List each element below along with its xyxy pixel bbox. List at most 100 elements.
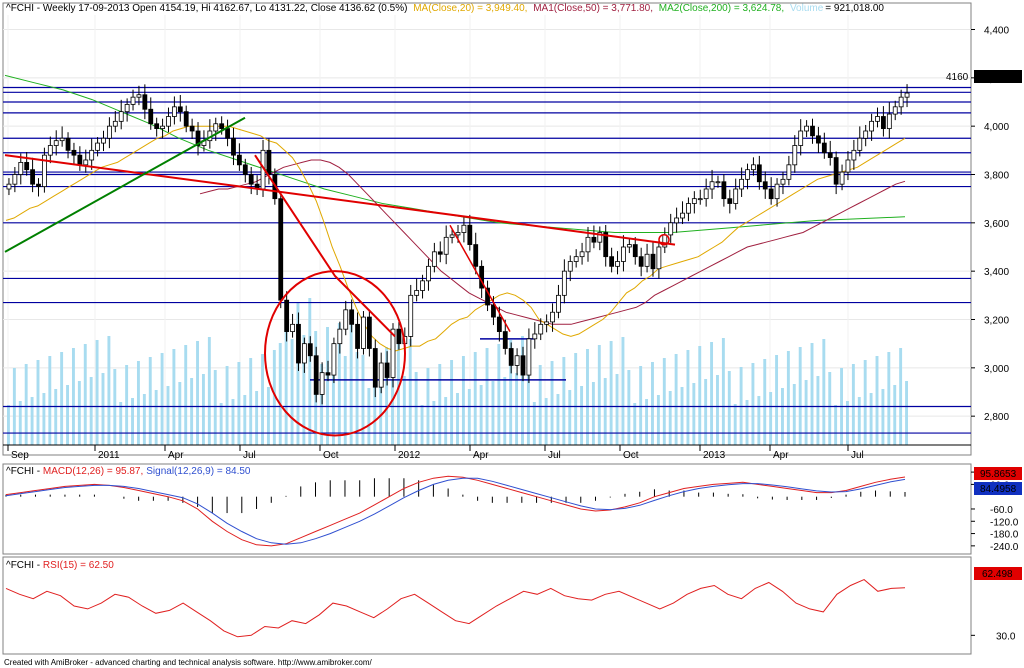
candle-body [845, 159, 851, 173]
volume-bar [343, 356, 347, 445]
candle-body [136, 94, 142, 98]
volume-bar [42, 393, 46, 445]
price-tick-label: 3,400 [984, 267, 1009, 278]
volume-bar [331, 360, 335, 445]
candle-body [231, 137, 236, 156]
candle-body [733, 188, 739, 204]
candle-body [721, 181, 727, 200]
candle-body [290, 323, 295, 332]
volume-bar [361, 355, 365, 445]
volume-bar [544, 398, 548, 445]
volume-bar [597, 345, 601, 445]
time-tick-label: Apr [168, 450, 184, 461]
candle-body [59, 137, 65, 142]
candle-body [875, 116, 880, 122]
candle-body [792, 145, 798, 166]
candle-body [24, 162, 30, 171]
candle-body [65, 137, 71, 151]
volume-bar [556, 394, 560, 445]
candle-body [148, 108, 154, 125]
macd-tick-label: -60.0 [990, 505, 1013, 516]
candle-body [278, 198, 284, 301]
candle-body [396, 328, 402, 345]
support-resistance-lines[interactable] [3, 86, 971, 434]
volume-bar [591, 382, 595, 445]
rsi-line [5, 579, 906, 638]
volume-bar [568, 390, 572, 445]
candle-body [863, 130, 869, 139]
candle-body [851, 149, 857, 161]
candle-body [869, 120, 874, 132]
volume-bar [491, 381, 495, 445]
candle-body [709, 181, 715, 190]
time-tick-label: 2012 [398, 450, 421, 461]
candle-body [366, 316, 372, 349]
candle-body [697, 198, 703, 201]
candle-body [183, 111, 189, 127]
volume-bar [142, 394, 146, 445]
volume-bar [479, 385, 483, 445]
candle-body [47, 145, 53, 156]
signal-value: 84.4958 [980, 484, 1017, 495]
candle-body [573, 256, 579, 262]
volume-bar [467, 389, 471, 445]
candle-body [355, 323, 360, 349]
volume-bar [863, 360, 867, 445]
candle-body [621, 246, 626, 262]
volume-bar [804, 380, 808, 445]
candle-body [774, 183, 780, 200]
candle-body [632, 244, 638, 258]
volume-bar [621, 337, 625, 445]
time-tick-label: Jul [243, 450, 256, 461]
volume-bar [745, 400, 749, 445]
candle-body [384, 362, 390, 378]
candle-body [467, 224, 473, 245]
volume-bar [899, 348, 903, 445]
candle-body [112, 120, 118, 127]
candle-body [420, 280, 425, 291]
candle-body [591, 236, 597, 243]
volume-bar [538, 365, 542, 445]
candle-body [567, 261, 573, 272]
time-tick-label: Oct [623, 450, 639, 461]
volume-bar [290, 339, 294, 445]
volume-bar [710, 342, 714, 445]
volume-bar [751, 363, 755, 445]
candle-body [886, 113, 892, 129]
volume-bar [402, 376, 406, 445]
level-label-4160: 4160 [946, 72, 969, 83]
volume-bar [851, 364, 855, 445]
volume-bar [172, 349, 176, 445]
candle-body [461, 224, 467, 233]
volume-bar [792, 384, 796, 445]
volume-bar [562, 357, 566, 445]
signal-line [5, 477, 906, 545]
candle-body [597, 232, 603, 243]
volume-bar [757, 396, 761, 445]
volume-bar [95, 340, 99, 445]
volume-bar [119, 402, 123, 445]
price-tick-label: 3,800 [984, 171, 1009, 182]
candle-body [307, 343, 313, 357]
candle-body [431, 251, 437, 267]
volume-bar [686, 350, 690, 445]
candle-body [674, 217, 680, 224]
candle-body [881, 116, 886, 129]
trendlines[interactable] [4, 116, 676, 437]
volume-bar [668, 391, 672, 445]
candle-body [715, 181, 721, 184]
chart-title: ^FCHI - Weekly 17-09-2013 Open 4154.19, … [6, 3, 884, 14]
volume-bar [373, 351, 377, 445]
candle-body [656, 246, 662, 270]
volume-bar [639, 366, 643, 445]
bottom-ellipse [264, 270, 406, 437]
candle-body [526, 338, 532, 376]
candle-body [609, 256, 615, 267]
volume-bar [160, 353, 164, 445]
volume-bar [54, 389, 58, 445]
volume-bar [721, 338, 725, 445]
volume-bar [846, 401, 849, 445]
time-tick-label: Sep [11, 450, 29, 461]
